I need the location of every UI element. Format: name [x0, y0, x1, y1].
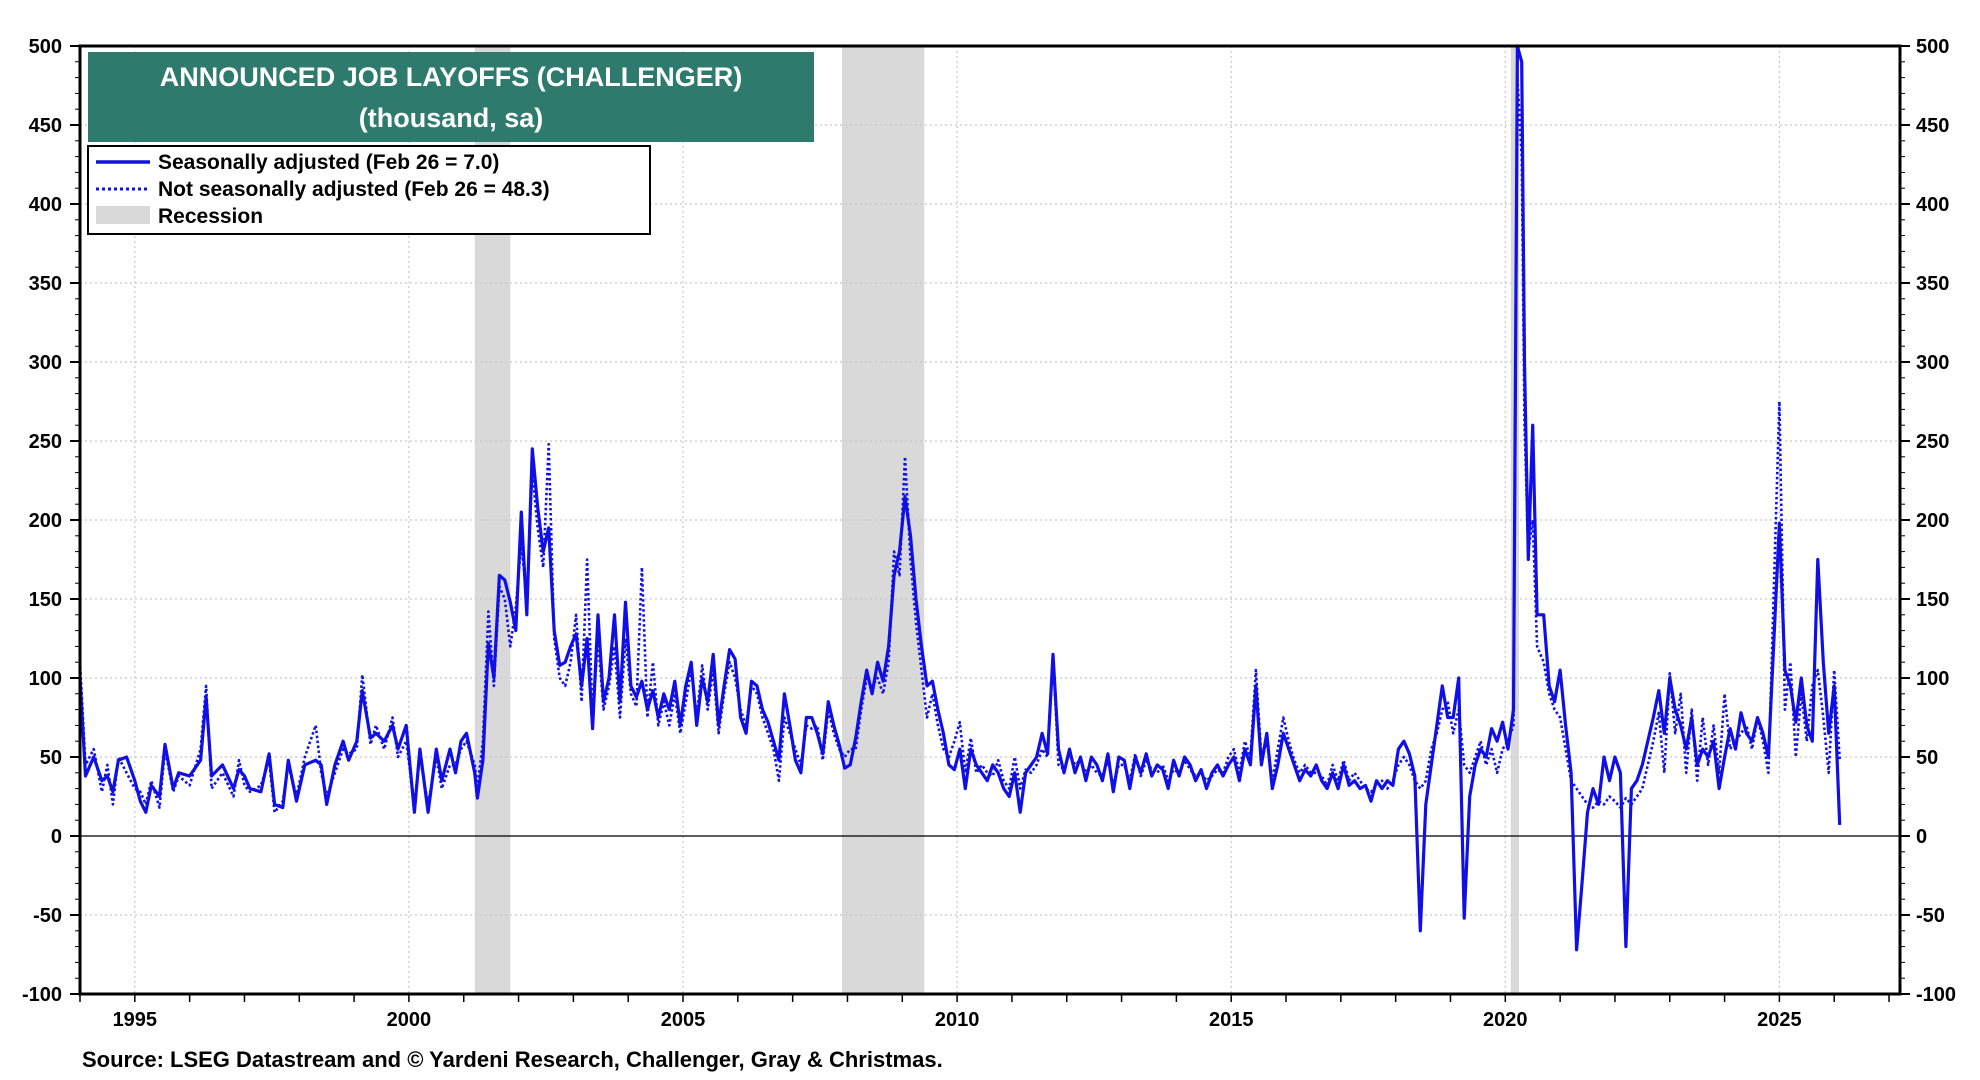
x-tick-label: 2000 — [387, 1009, 432, 1031]
legend-box — [87, 145, 651, 235]
y-tick-label-left: 250 — [29, 431, 62, 453]
y-tick-label-left: 100 — [29, 668, 62, 690]
series-lines — [78, 44, 1842, 952]
series-nsa-line — [78, 76, 1841, 814]
source-note: Source: LSEG Datastream and © Yardeni Re… — [82, 1047, 943, 1072]
y-tick-label-right: 350 — [1916, 273, 1949, 295]
x-tick-label: 2025 — [1757, 1009, 1802, 1031]
x-axis-ticks: 1995 2000 2005 2010 2015 2020 2025 — [79, 994, 1890, 1031]
legend-label-sa: Seasonally adjusted (Feb 26 = 7.0) — [158, 151, 499, 174]
y-tick-label-left: -50 — [33, 905, 62, 927]
y-tick-label-left: 500 — [29, 36, 62, 58]
x-tick-label: 1995 — [113, 1009, 158, 1031]
y-tick-label-right: 200 — [1916, 510, 1949, 532]
y-tick-label-right: 300 — [1916, 352, 1949, 374]
y-tick-label-right: 150 — [1916, 589, 1949, 611]
y-tick-label-right: 500 — [1916, 36, 1949, 58]
legend-label-recession: Recession — [158, 205, 263, 228]
chart-title: ANNOUNCED JOB LAYOFFS (CHALLENGER) — [160, 62, 743, 92]
y-tick-label-left: 200 — [29, 510, 62, 532]
legend-recession-swatch — [96, 206, 150, 224]
title-box: ANNOUNCED JOB LAYOFFS (CHALLENGER) (thou… — [88, 52, 814, 142]
x-tick-label: 2020 — [1483, 1009, 1528, 1031]
x-tick-label: 2015 — [1209, 1009, 1254, 1031]
y-tick-label-right: 450 — [1916, 115, 1949, 137]
y-tick-label-left: 300 — [29, 352, 62, 374]
legend-label-nsa: Not seasonally adjusted (Feb 26 = 48.3) — [158, 178, 550, 201]
y-tick-label-right: 400 — [1916, 194, 1949, 216]
y-tick-label-left: -100 — [22, 984, 62, 1006]
legend: Seasonally adjusted (Feb 26 = 7.0) Not s… — [87, 145, 651, 235]
y-tick-label-right: 50 — [1916, 747, 1938, 769]
y-tick-label-right: 100 — [1916, 668, 1949, 690]
y-axis-left-ticks: -100 -50 0 50 100 150 200 250 300 350 400 450 500 — [22, 36, 80, 1006]
title-background — [88, 52, 814, 142]
y-tick-label-left: 350 — [29, 273, 62, 295]
chart-subtitle: (thousand, sa) — [359, 103, 544, 133]
y-tick-label-left: 450 — [29, 115, 62, 137]
y-tick-label-left: 0 — [51, 826, 62, 848]
y-tick-label-right: -100 — [1916, 984, 1956, 1006]
series-sa-line — [78, 44, 1842, 952]
y-tick-label-left: 150 — [29, 589, 62, 611]
x-tick-label: 2005 — [661, 1009, 706, 1031]
y-tick-label-left: 400 — [29, 194, 62, 216]
y-tick-label-right: 250 — [1916, 431, 1949, 453]
y-axis-right-ticks: -100 -50 0 50 100 150 200 250 300 350 400 450 500 — [1900, 36, 1956, 1006]
y-tick-label-right: -50 — [1916, 905, 1945, 927]
x-tick-label: 2010 — [935, 1009, 980, 1031]
y-tick-label-left: 50 — [40, 747, 62, 769]
y-tick-label-right: 0 — [1916, 826, 1927, 848]
